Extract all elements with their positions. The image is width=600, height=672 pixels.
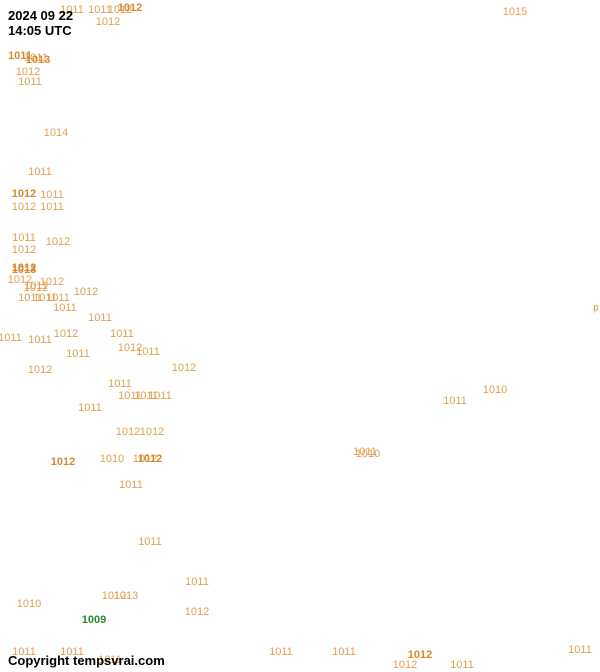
pressure-value: 1012 <box>96 16 120 28</box>
pressure-value: 1011 <box>108 378 132 390</box>
pressure-value: 1011 <box>568 644 592 656</box>
pressure-value: 1011 <box>138 536 162 548</box>
pressure-value: 1012 <box>12 244 36 256</box>
pressure-value: 1012 <box>116 426 140 438</box>
pressure-value: 1013 <box>26 54 50 66</box>
pressure-value: 1011 <box>28 166 52 178</box>
pressure-value: 1012 <box>118 2 142 14</box>
pressure-value: 1011 <box>12 232 36 244</box>
pressure-value: 1011 <box>110 328 134 340</box>
pressure-map: 2024 09 22 14:05 UTC Copyright tempsvrai… <box>0 0 600 672</box>
pressure-value: 1010 <box>17 598 41 610</box>
pressure-value: 1011 <box>269 646 293 658</box>
timestamp-header: 2024 09 22 14:05 UTC <box>8 8 73 38</box>
date-line: 2024 09 22 <box>8 8 73 23</box>
pressure-value: 1012 <box>46 236 70 248</box>
pressure-value: 1015 <box>503 6 527 18</box>
pressure-value: 1011 <box>443 395 467 407</box>
pressure-value: 1012 <box>51 456 75 468</box>
pressure-value: 1013 <box>114 590 138 602</box>
pressure-value: 1011 <box>66 348 90 360</box>
pressure-value: 1012 <box>40 276 64 288</box>
pressure-value: 1010 <box>100 453 124 465</box>
pressure-value: 1011 <box>28 334 52 346</box>
copyright-footer: Copyright tempsvrai.com <box>8 653 165 668</box>
pressure-value: 1012 <box>28 364 52 376</box>
pressure-value: 1010 <box>356 448 380 460</box>
pressure-value: 1011 <box>136 346 160 358</box>
pressure-value: 1011 <box>18 76 42 88</box>
pressure-value: 1012 <box>138 453 162 465</box>
pressure-value: 1011 <box>88 312 112 324</box>
pressure-value: 1011 <box>148 390 172 402</box>
pressure-value: 1010 <box>483 384 507 396</box>
pressure-value: 1011 <box>0 332 22 344</box>
pressure-value: 1011 <box>53 302 77 314</box>
pressure-value: 1014 <box>44 127 68 139</box>
pressure-value: 1012 <box>172 362 196 374</box>
pressure-value: 1011 <box>450 659 474 671</box>
pressure-value: 1011 <box>185 576 209 588</box>
pressure-value: 1012 <box>54 328 78 340</box>
pressure-value: 1011 <box>40 189 64 201</box>
pressure-value: 1012 <box>12 188 36 200</box>
pressure-value: 1011 <box>78 402 102 414</box>
pressure-value: 1012 <box>74 286 98 298</box>
pressure-value: 1009 <box>82 614 106 626</box>
pressure-value: 1011 <box>40 201 64 213</box>
pressure-value: 1011 <box>119 479 143 491</box>
pressure-value: 1012 <box>393 659 417 671</box>
pressure-value: 1012 <box>140 426 164 438</box>
edge-label: p <box>593 303 599 314</box>
pressure-value: 1011 <box>332 646 356 658</box>
time-line: 14:05 UTC <box>8 23 73 38</box>
pressure-value: 1012 <box>185 606 209 618</box>
pressure-value: 1012 <box>12 201 36 213</box>
